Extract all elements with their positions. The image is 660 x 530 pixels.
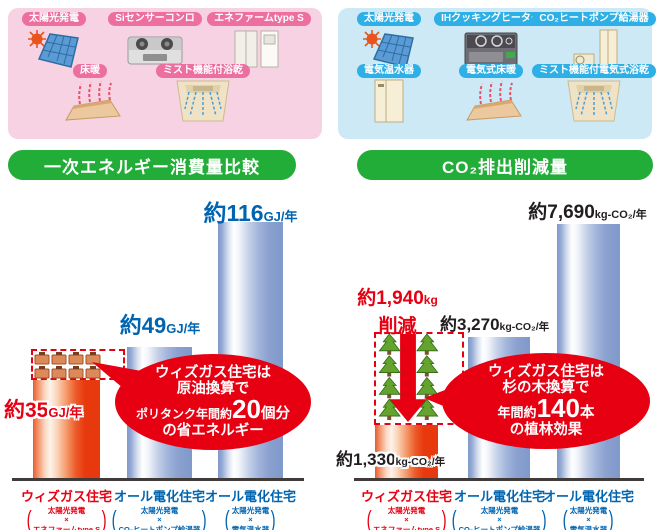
energy-axis-line [12, 478, 304, 481]
polytank-icon [68, 352, 84, 365]
gas-item-stove: Siセンサーコンロ [105, 12, 205, 70]
co2-heatpump-badge: CO₂ヒートポンプ給湯器 [532, 12, 656, 26]
floor-heating-icon [459, 80, 523, 122]
mist-bath-badge: ミスト機能付浴乾 [156, 64, 250, 78]
ih-cooking-heater-icon [463, 28, 519, 70]
electric-item-heatpump: CO₂ヒートポンプ給湯器 [532, 12, 656, 70]
polytank-icon [51, 352, 67, 365]
energy-savings-bubble: ウィズガス住宅は 原油換算で ポリタンク年間約20個分 の省エネルギー [115, 354, 311, 450]
electric-item-mist-bath: ミスト機能付電気式浴乾 [532, 64, 656, 122]
ih-heater-badge: IHクッキングヒーター [434, 12, 548, 26]
polytank-icon [51, 366, 67, 379]
polytank-icon [68, 366, 84, 379]
gas-equipment-panel: 太陽光発電 Siセンサーコンロ [8, 8, 322, 139]
energy-bar-withgas [33, 380, 100, 480]
co2-bar3-value: 約7,690kg-CO₂/年 [528, 202, 647, 223]
electric-water-heater-icon [369, 79, 409, 123]
energy-category-withgas: ウィズガス住宅 ( 太陽光発電 × エネファームtype S ) [20, 489, 112, 530]
gas-item-floor-heating: 床暖 [50, 64, 130, 122]
gas-item-enefarm: エネファームtype S [207, 12, 311, 70]
electric-item-water-heater: 電気温水器 [343, 64, 435, 123]
polytank-icon [34, 352, 50, 365]
energy-bar2-value: 約49GJ/年 [119, 313, 201, 338]
electric-item-floor-heating: 電気式床暖 [441, 64, 541, 122]
energy-savings-dashed-box [31, 349, 125, 380]
co2-reduction-label: 約1,940kg 削減 [357, 288, 438, 337]
co2-category-allelectric-heatpump: オール電化住宅 ( 太陽光発電 × CO₂ヒートポンプ給湯器 ) [451, 489, 548, 530]
energy-bar1-value: 約35GJ/年 [4, 399, 83, 422]
si-stove-badge: Siセンサーコンロ [108, 12, 202, 26]
gas-item-mist-bath: ミスト機能付浴乾 [153, 64, 253, 122]
mist-electric-bath-badge: ミスト機能付電気式浴乾 [532, 64, 656, 78]
solar-badge: 太陽光発電 [22, 12, 86, 26]
electric-floor-heating-badge: 電気式床暖 [459, 64, 523, 78]
polytank-icon [85, 352, 101, 365]
energy-category-allelectric-heatpump: オール電化住宅 ( 太陽光発電 × CO₂ヒートポンプ給湯器 ) [111, 489, 208, 530]
solar-badge: 太陽光発電 [357, 12, 421, 26]
enefarm-badge: エネファームtype S [207, 12, 311, 26]
energy-category-allelectric-waterheater: オール電化住宅 ( 太陽光発電 × 電気温水器 ) [204, 489, 296, 530]
polytank-icon [34, 366, 50, 379]
floor-heating-badge: 床暖 [73, 64, 107, 78]
gas-stove-icon [127, 28, 183, 70]
solar-panel-icon [361, 28, 417, 70]
co2-category-allelectric-waterheater: オール電化住宅 ( 太陽光発電 × 電気温水器 ) [542, 489, 634, 530]
electric-water-heater-badge: 電気温水器 [357, 64, 421, 78]
heat-pump-water-heater-icon [566, 28, 622, 70]
co2-category-withgas: ウィズガス住宅 ( 太陽光発電 × エネファームtype S ) [360, 489, 452, 530]
co2-forest-bubble: ウィズガス住宅は 杉の木換算で 年間約140本 の植林効果 [442, 353, 650, 449]
energy-bar3-value: 約116GJ/年 [203, 200, 298, 226]
co2-bar-withgas [375, 425, 438, 480]
co2-bar1-value: 約1,330kg-CO₂/年 [336, 450, 446, 469]
co2-bar2-value: 約3,270kg-CO₂/年 [440, 315, 550, 334]
polytank-icons [33, 351, 106, 379]
mist-bath-icon [566, 80, 622, 122]
electric-equipment-panel: 太陽光発電 IHクッキングヒーター [338, 8, 656, 139]
co2-axis-line [354, 478, 644, 481]
mist-bath-icon [175, 80, 231, 122]
energy-comparison-header: 一次エネルギー消費量比較 [8, 150, 296, 180]
solar-panel-icon [26, 28, 82, 70]
co2-reduction-header: CO₂排出削減量 [357, 150, 653, 180]
enefarm-unit-icon [233, 28, 285, 70]
floor-heating-icon [58, 80, 122, 122]
polytank-icon [85, 366, 101, 379]
trees-and-down-arrow-icon [378, 333, 439, 423]
electric-item-solar: 太陽光発電 [343, 12, 435, 70]
electric-item-ih: IHクッキングヒーター [434, 12, 548, 70]
gas-item-solar: 太陽光発電 [8, 12, 100, 70]
